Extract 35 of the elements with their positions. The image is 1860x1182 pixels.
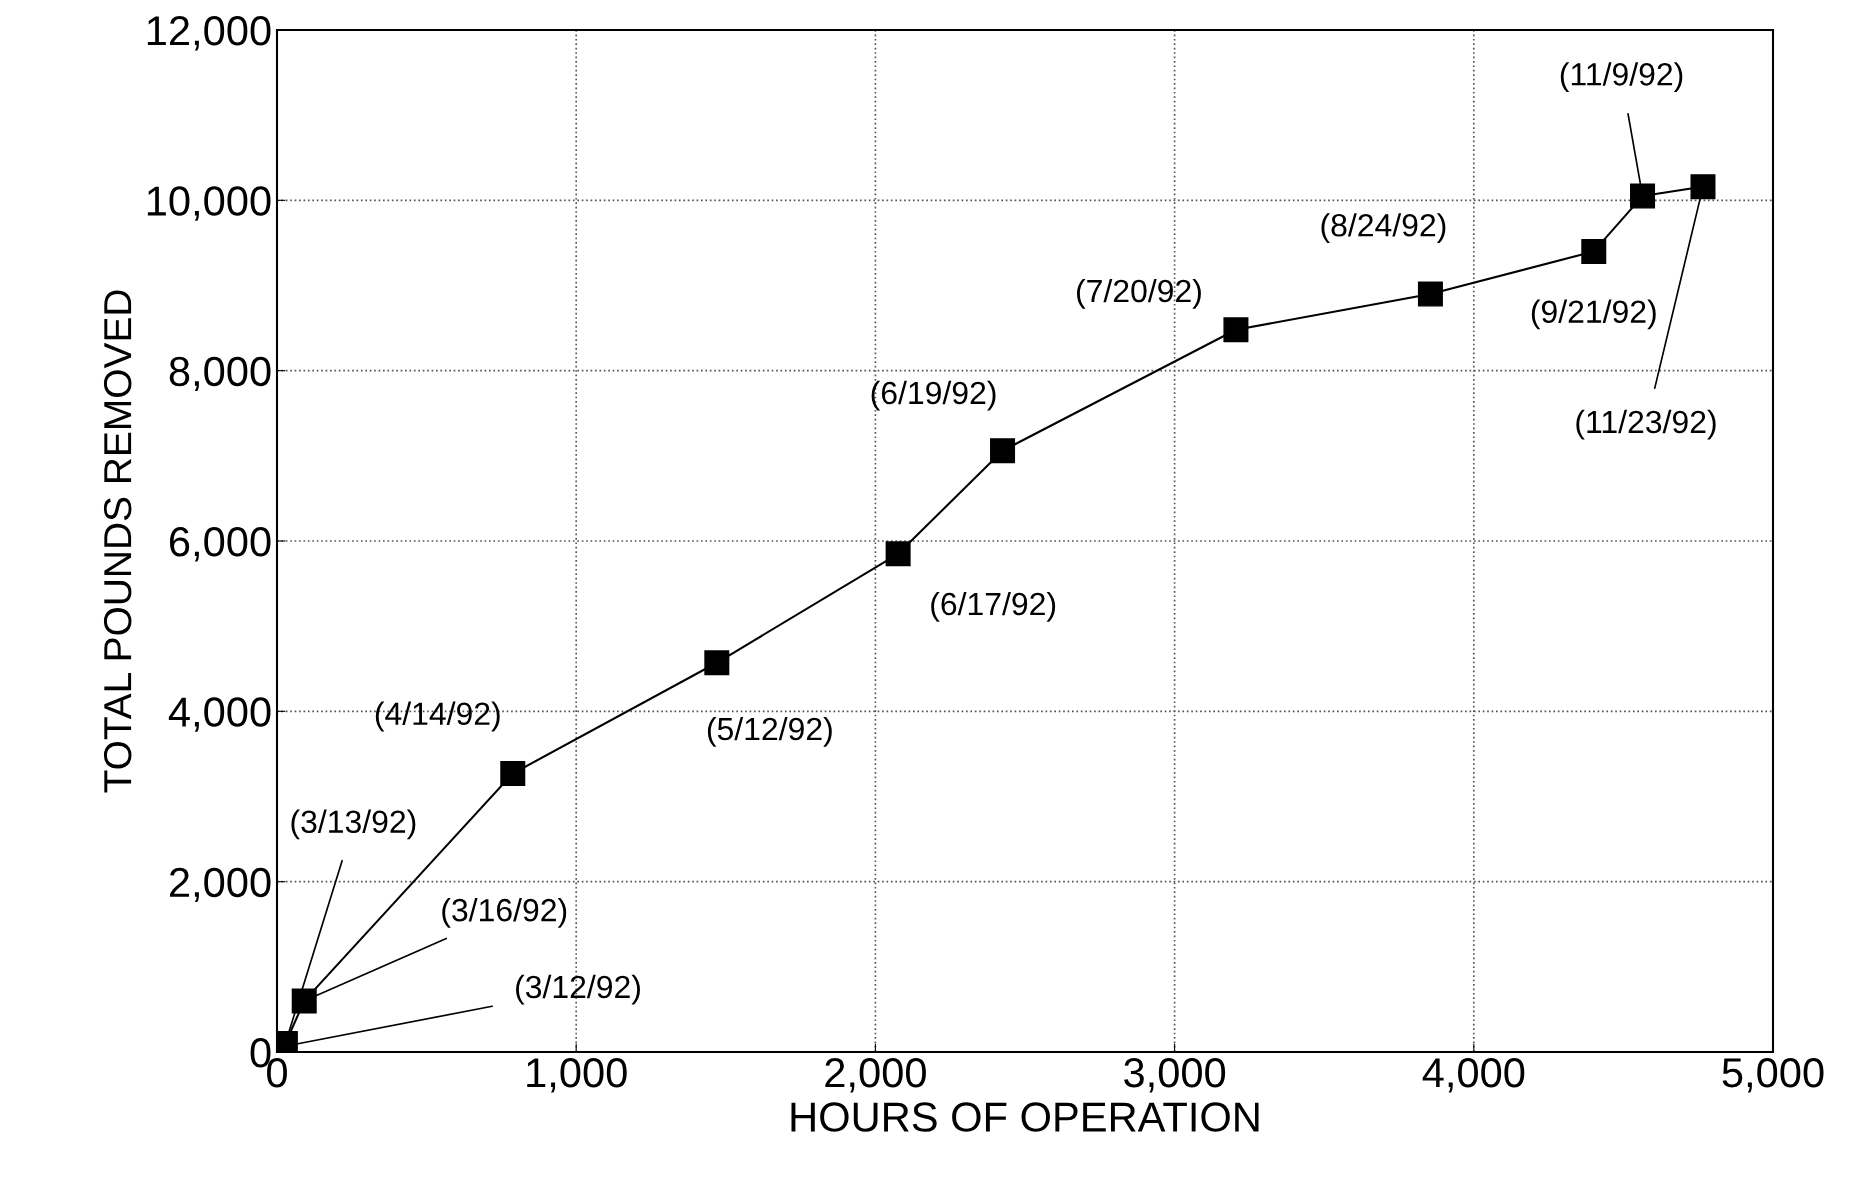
y-tick-label: 6,000 [170,527,271,562]
annotation: (9/21/92) [1531,299,1656,330]
point [1690,174,1716,200]
annotation: (5/12/92) [707,716,832,747]
annotation: (11/9/92) [1560,62,1683,92]
y-tick-label: 10,000 [147,186,271,221]
x-tick-label: 4,000 [1422,1057,1525,1093]
x-tick-label: 1,000 [527,1057,627,1093]
annotation: (3/13/92) [291,809,416,840]
x-axis-title: HOURS OF OPERATION [791,1102,1259,1132]
x-tick-label: 5,000 [1722,1057,1824,1093]
annotation: (6/17/92) [931,591,1056,622]
point [500,761,526,787]
y-axis-title: TOTAL POUNDS REMOVED [103,290,132,793]
x-tick-label: 2,000 [825,1057,926,1093]
point [1630,183,1656,209]
annotation: (8/24/92) [1321,213,1446,243]
point [1417,281,1443,307]
point [291,988,317,1014]
annotation: (6/19/92) [871,380,996,411]
annotation: (7/20/92) [1077,278,1201,309]
point [885,541,911,567]
point [1223,317,1249,343]
point [990,438,1016,464]
y-tick-label: 4,000 [168,697,271,732]
annotation: (4/14/92) [375,701,500,732]
point [704,650,730,676]
y-tick-label: 8,000 [169,356,271,392]
y-tick-label: 2,000 [169,867,271,903]
annotation: (11/23/92) [1576,409,1716,440]
annotation: (3/16/92) [442,898,567,928]
point [1581,238,1607,264]
annotation: (3/12/92) [516,974,640,1005]
y-tick-label: 12,000 [147,16,271,51]
x-tick-label: 3,000 [1124,1057,1226,1093]
